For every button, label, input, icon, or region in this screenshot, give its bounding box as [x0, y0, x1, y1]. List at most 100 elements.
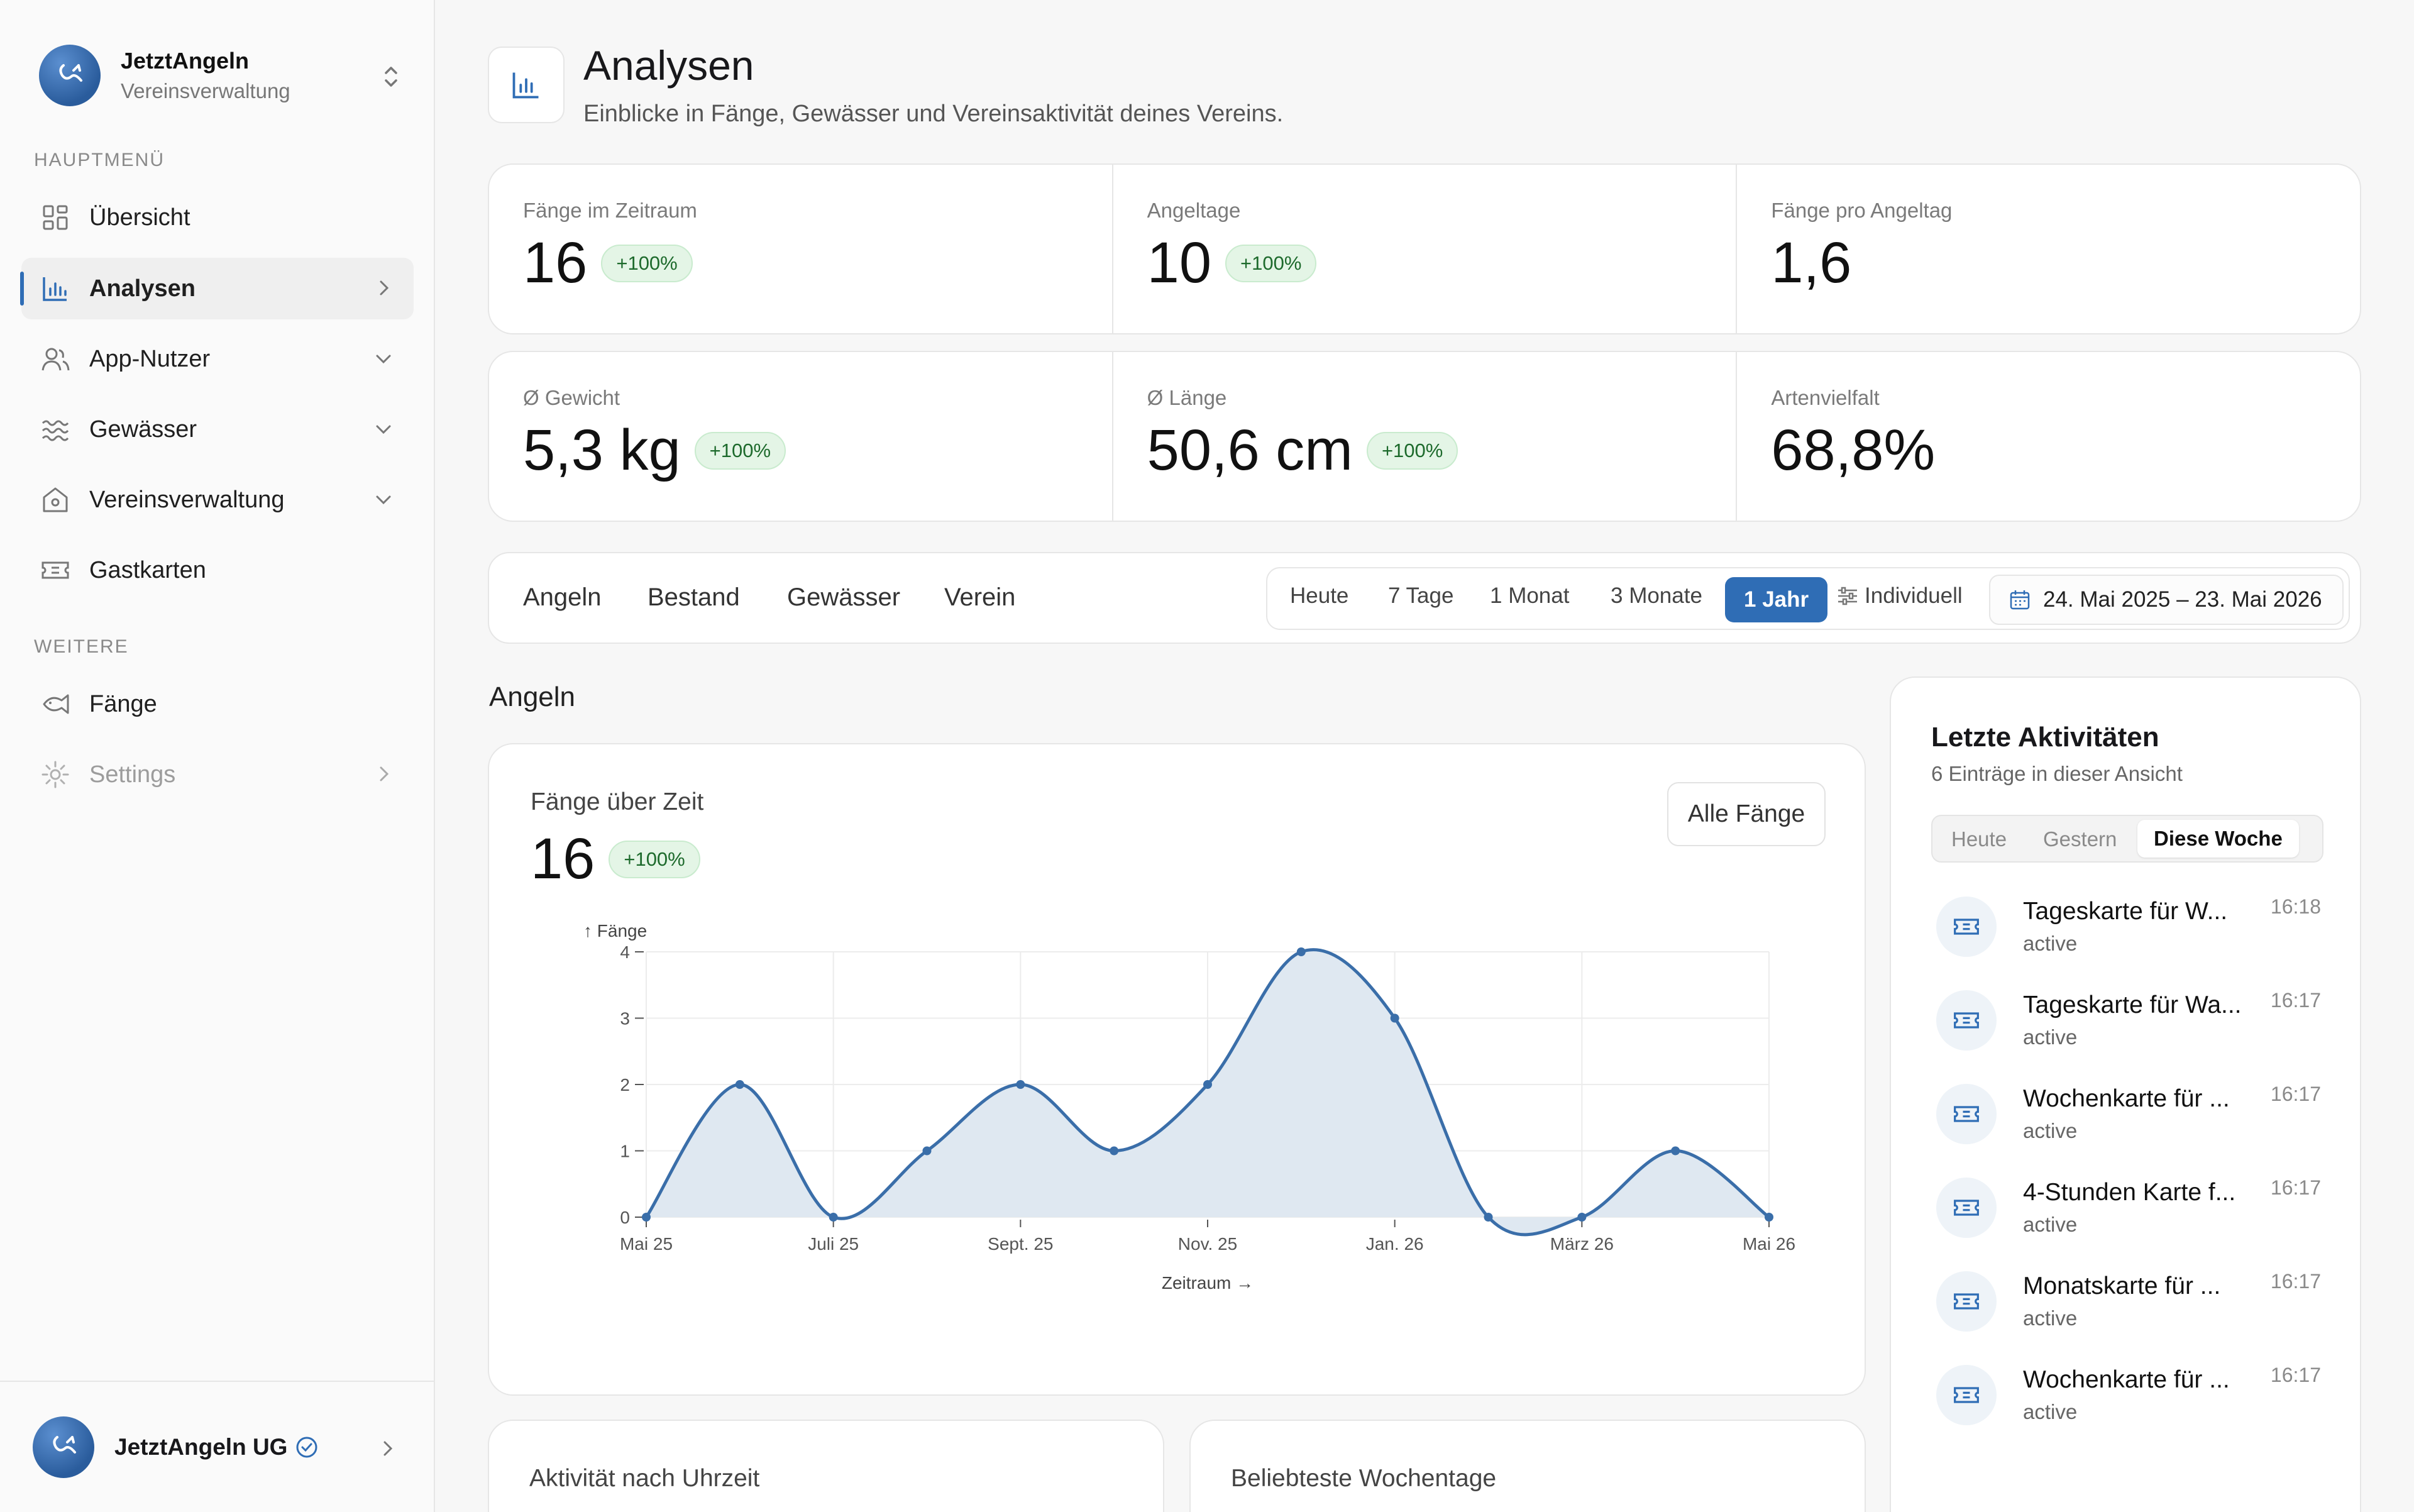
activity-item[interactable]: Monatskarte für ... active 16:17	[1936, 1266, 2326, 1335]
filter-gestern[interactable]: Gestern	[2043, 827, 2117, 851]
range-1-jahr[interactable]: 1 Jahr	[1725, 577, 1828, 622]
chart-title: Fänge über Zeit	[531, 788, 704, 815]
card-title: Aktivität nach Uhrzeit	[529, 1465, 760, 1492]
range-heute[interactable]: Heute	[1290, 583, 1349, 608]
sidebar-item-app-nutzer[interactable]: App-Nutzer	[21, 328, 414, 390]
date-range-picker[interactable]: 24. Mai 2025 – 23. Mai 2026	[1989, 575, 2344, 625]
card-title: Letzte Aktivitäten	[1931, 722, 2159, 753]
account-menu[interactable]: JetztAngeln UG	[0, 1381, 434, 1512]
chevron-down-icon	[376, 355, 391, 364]
activity-filter: Heute Gestern Diese Woche	[1931, 815, 2323, 863]
sidebar-item-faenge[interactable]: Fänge	[21, 673, 414, 735]
bar-chart-icon	[43, 277, 67, 301]
activity-name: Tageskarte für Wa...	[2023, 991, 2242, 1018]
x-tick-label: Jan. 26	[1366, 1234, 1424, 1254]
data-point	[1671, 1146, 1680, 1156]
x-tick-label: Juli 25	[808, 1234, 859, 1254]
sidebar: JetztAngeln Vereinsverwaltung HAUPTMENÜ …	[0, 0, 435, 1512]
activity-status: active	[2023, 1025, 2078, 1049]
chevron-right-icon	[380, 280, 389, 295]
range-individuell-label: Individuell	[1865, 583, 1963, 608]
activity-item[interactable]: Tageskarte für W... active 16:18	[1936, 891, 2326, 961]
ticket-icon	[1936, 1178, 1997, 1238]
y-axis-label: ↑ Fänge	[583, 921, 647, 941]
sidebar-item-label: Fänge	[89, 690, 157, 717]
activity-item[interactable]: 4-Stunden Karte f... active 16:17	[1936, 1173, 2326, 1242]
sidebar-item-label: Gewässer	[89, 416, 197, 443]
brand-subtitle: Vereinsverwaltung	[121, 79, 290, 102]
kpi-faenge: Fänge im Zeitraum 16 +100%	[489, 165, 1113, 333]
tab-gewaesser[interactable]: Gewässer	[787, 583, 901, 611]
brand-switcher[interactable]: JetztAngeln Vereinsverwaltung	[39, 44, 404, 107]
page-title: Analysen	[583, 42, 754, 89]
time-range-selector: Heute 7 Tage 1 Monat 3 Monate 1 Jahr Ind…	[1266, 567, 2350, 630]
verified-icon	[296, 1437, 317, 1457]
trend-badge: +100%	[1366, 431, 1458, 470]
data-point	[1390, 1013, 1399, 1023]
gear-icon	[41, 761, 69, 788]
series-area	[646, 949, 1769, 1235]
sidebar-item-settings[interactable]: Settings	[21, 744, 414, 805]
range-3-monate[interactable]: 3 Monate	[1611, 583, 1702, 608]
kpi-label: Fänge pro Angeltag	[1771, 199, 1953, 222]
activity-time: 16:17	[2270, 1176, 2321, 1199]
activity-item[interactable]: Tageskarte für Wa... active 16:17	[1936, 985, 2326, 1054]
sidebar-item-gewaesser[interactable]: Gewässer	[21, 399, 414, 460]
sidebar-item-analysen[interactable]: Analysen	[20, 258, 414, 319]
trend-badge: +100%	[1225, 244, 1317, 282]
x-tick-label: Mai 25	[620, 1234, 673, 1254]
kpi-label: Ø Gewicht	[523, 386, 620, 409]
waves-icon	[41, 420, 69, 441]
activity-by-hour-card: Aktivität nach Uhrzeit	[488, 1420, 1164, 1512]
y-tick-label: 2	[620, 1075, 630, 1095]
x-tick-label: Mai 26	[1743, 1234, 1795, 1254]
data-point	[922, 1146, 932, 1156]
kpi-laenge: Ø Länge 50,6 cm +100%	[1113, 352, 1738, 521]
sidebar-item-uebersicht[interactable]: Übersicht	[21, 187, 414, 248]
sidebar-item-label: Gastkarten	[89, 556, 206, 583]
filter-diese-woche[interactable]: Diese Woche	[2137, 820, 2299, 858]
kpi-row-2: Ø Gewicht 5,3 kg +100% Ø Länge 50,6 cm +10…	[488, 351, 2361, 522]
range-7-tage[interactable]: 7 Tage	[1388, 583, 1454, 608]
trend-badge: +100%	[694, 431, 786, 470]
sidebar-item-vereinsverwaltung[interactable]: Vereinsverwaltung	[21, 469, 414, 531]
catches-over-time-card: Fänge über Zeit 16 +100% Alle Fänge 0 1 2 3 4…	[488, 743, 1866, 1396]
card-subtitle: 6 Einträge in dieser Ansicht	[1931, 762, 2183, 785]
avatar	[33, 1416, 94, 1478]
data-point	[1484, 1213, 1493, 1222]
activity-time: 16:17	[2270, 1270, 2321, 1293]
page-icon	[488, 47, 565, 123]
tab-angeln[interactable]: Angeln	[523, 583, 602, 611]
brand-name: JetztAngeln	[121, 48, 250, 74]
range-individuell[interactable]: Individuell	[1837, 583, 1963, 609]
kpi-gewicht: Ø Gewicht 5,3 kg +100%	[489, 352, 1113, 521]
activity-name: Monatskarte für ...	[2023, 1272, 2221, 1300]
data-point	[1110, 1146, 1119, 1156]
activity-name: Wochenkarte für ...	[2023, 1366, 2230, 1393]
filter-heute[interactable]: Heute	[1951, 827, 2007, 851]
section-label-more: WEITERE	[34, 636, 129, 657]
popular-weekdays-card: Beliebteste Wochentage	[1189, 1420, 1866, 1512]
kpi-label: Fänge im Zeitraum	[523, 199, 697, 222]
chevron-right-icon	[383, 1441, 393, 1456]
date-range-label: 24. Mai 2025 – 23. Mai 2026	[2043, 587, 2322, 612]
all-catches-button[interactable]: Alle Fänge	[1667, 782, 1826, 846]
data-point	[1577, 1213, 1587, 1222]
sidebar-item-label: Analysen	[89, 275, 196, 302]
range-1-monat[interactable]: 1 Monat	[1490, 583, 1570, 608]
kpi-row-1: Fänge im Zeitraum 16 +100% Angeltage 10 +1…	[488, 163, 2361, 334]
data-point	[1203, 1080, 1212, 1089]
sidebar-item-gastkarten[interactable]: Gastkarten	[21, 539, 414, 601]
home-icon	[43, 487, 68, 512]
tab-bestand[interactable]: Bestand	[648, 583, 740, 611]
x-tick-label: März 26	[1550, 1234, 1614, 1254]
ticket-icon	[1936, 1271, 1997, 1332]
activity-item[interactable]: Wochenkarte für ... active 16:17	[1936, 1360, 2326, 1429]
kpi-angeltage: Angeltage 10 +100%	[1113, 165, 1738, 333]
activity-item[interactable]: Wochenkarte für ... active 16:17	[1936, 1079, 2326, 1148]
tab-verein[interactable]: Verein	[944, 583, 1016, 611]
data-point	[735, 1080, 744, 1089]
ticket-icon	[1936, 1084, 1997, 1144]
fish-icon	[43, 694, 69, 714]
chevron-updown-icon	[385, 67, 397, 87]
